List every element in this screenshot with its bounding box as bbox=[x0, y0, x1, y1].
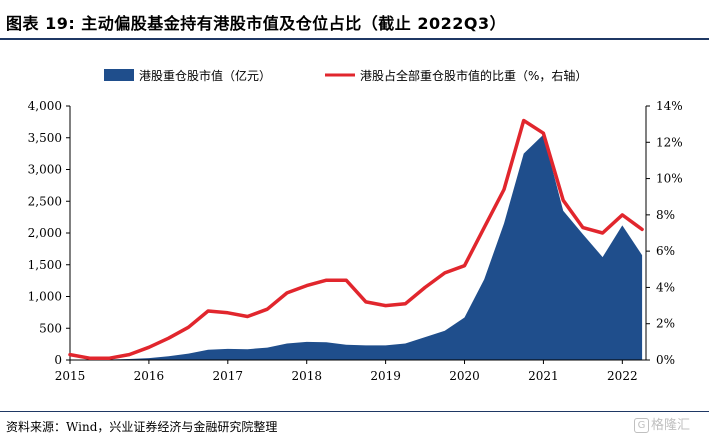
legend: 港股重仓股市值（亿元） 港股占全部重仓股市值的比重（%，右轴） bbox=[104, 68, 587, 83]
right-tick-label: 6% bbox=[656, 244, 675, 258]
left-tick-label: 1,000 bbox=[28, 290, 62, 304]
x-tick-label: 2018 bbox=[291, 369, 322, 383]
right-tick-label: 8% bbox=[656, 208, 675, 222]
series-area-hk-market-value bbox=[70, 134, 643, 360]
x-tick-label: 2022 bbox=[607, 369, 638, 383]
left-tick-label: 0 bbox=[54, 353, 62, 367]
left-tick-label: 1,500 bbox=[28, 258, 62, 272]
right-tick-label: 2% bbox=[656, 317, 675, 331]
legend-label-line: 港股占全部重仓股市值的比重（%，右轴） bbox=[360, 68, 587, 83]
watermark-text: 格隆汇 bbox=[651, 418, 691, 433]
x-tick-label: 2017 bbox=[213, 369, 244, 383]
left-tick-label: 500 bbox=[39, 321, 62, 335]
x-tick-label: 2020 bbox=[449, 369, 480, 383]
legend-swatch-area bbox=[104, 69, 134, 81]
right-tick-label: 14% bbox=[656, 99, 683, 113]
source-note: 资料来源：Wind，兴业证券经济与金融研究院整理 bbox=[6, 420, 278, 434]
left-tick-label: 3,000 bbox=[28, 163, 62, 177]
left-tick-label: 2,000 bbox=[28, 226, 62, 240]
source-rule bbox=[0, 411, 709, 412]
right-tick-label: 10% bbox=[656, 172, 683, 186]
chart-title: 图表 19: 主动偏股基金持有港股市值及仓位占比（截止 2022Q3） bbox=[6, 14, 507, 33]
watermark-logo-icon: G bbox=[634, 418, 649, 433]
right-tick-label: 0% bbox=[656, 353, 675, 367]
x-tick-label: 2015 bbox=[55, 369, 86, 383]
x-tick-label: 2019 bbox=[370, 369, 401, 383]
left-tick-label: 4,000 bbox=[28, 99, 62, 113]
x-tick-label: 2016 bbox=[134, 369, 165, 383]
left-tick-label: 2,500 bbox=[28, 194, 62, 208]
chart: 港股重仓股市值（亿元） 港股占全部重仓股市值的比重（%，右轴） 0 500 1,00… bbox=[28, 68, 683, 383]
left-tick-label: 3,500 bbox=[28, 131, 62, 145]
watermark: G 格隆汇 bbox=[634, 414, 690, 433]
title-rule bbox=[0, 38, 709, 40]
legend-label-area: 港股重仓股市值（亿元） bbox=[139, 68, 271, 83]
right-tick-label: 4% bbox=[656, 280, 675, 294]
plot-area: 0 500 1,000 1,500 2,000 2,500 3,000 3,500 4,000 0… bbox=[28, 99, 683, 383]
right-tick-label: 12% bbox=[656, 135, 683, 149]
x-tick-label: 2021 bbox=[528, 369, 559, 383]
series-line-hk-share bbox=[68, 118, 644, 360]
